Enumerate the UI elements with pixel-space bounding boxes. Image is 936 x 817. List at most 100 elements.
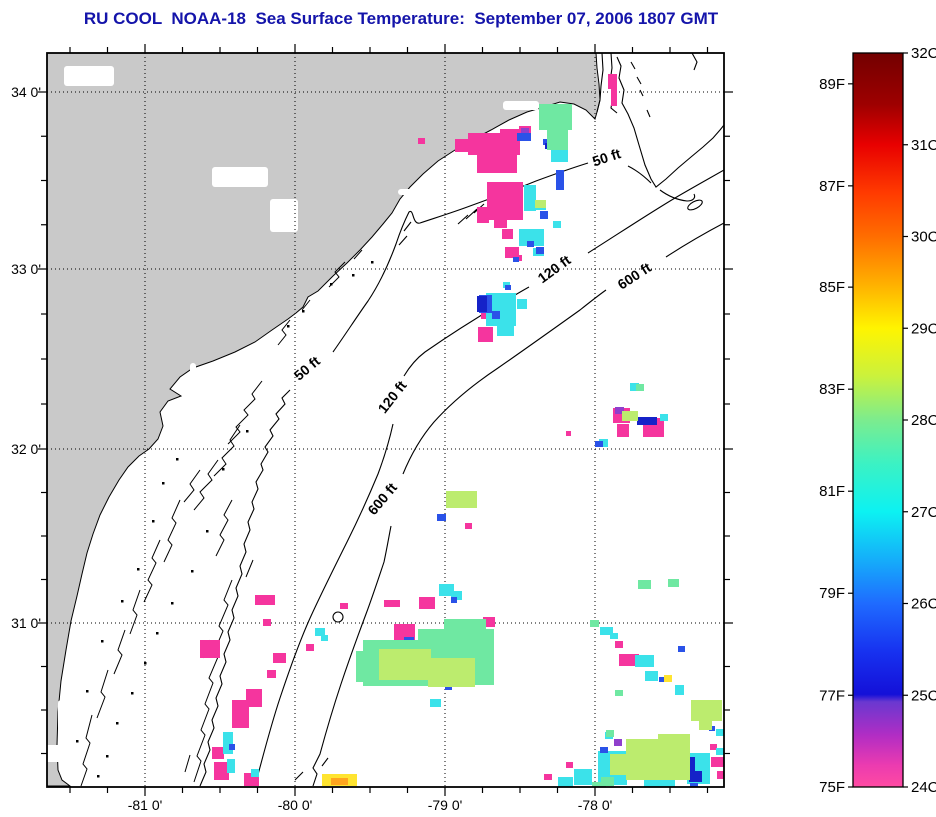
sst-patch-magenta: [711, 757, 724, 767]
sst-patch-cyan: [660, 414, 668, 421]
cloud-mask-patch: [58, 700, 78, 730]
sst-patch-yellowGreen: [622, 411, 638, 421]
cloud-mask-patch: [212, 167, 268, 187]
island-speck: [137, 568, 140, 571]
sst-patch-magenta: [477, 151, 517, 173]
sst-patch-purple: [614, 739, 622, 746]
sst-patch-green: [615, 690, 623, 696]
sst-patch-cyan: [716, 729, 724, 736]
cloud-mask-patch: [503, 101, 539, 110]
sst-patch-cyan: [716, 748, 724, 755]
sst-patch-magenta: [617, 424, 629, 437]
sst-patch-magenta: [465, 523, 472, 529]
sst-patch-cyan: [517, 299, 527, 309]
colorbar-label-fahrenheit: 83F: [819, 381, 845, 398]
sst-patch-yellow: [664, 675, 672, 682]
sst-patch-blue: [678, 646, 685, 652]
sst-patch-cyan: [574, 769, 592, 785]
colorbar-label-fahrenheit: 87F: [819, 178, 845, 195]
sst-patch-blue: [536, 247, 544, 254]
sst-patch-magenta: [340, 603, 348, 609]
sst-patch-cyan: [644, 779, 675, 787]
sst-patch-magenta: [483, 617, 495, 627]
colorbar: [852, 52, 904, 788]
sst-patch-magenta: [608, 74, 617, 89]
island-speck: [352, 274, 355, 277]
island-speck: [371, 261, 374, 264]
sst-patch-blue: [659, 677, 665, 682]
island-speck: [171, 602, 174, 605]
sst-patch-blue: [543, 139, 550, 145]
sst-patch-magenta: [263, 619, 271, 626]
colorbar-label-celsius: 32C: [911, 45, 936, 62]
island-speck: [86, 690, 89, 693]
island-speck: [76, 740, 79, 743]
island-speck: [246, 430, 249, 433]
sst-patch-magenta: [619, 654, 639, 666]
sst-patch-cyan: [439, 584, 454, 596]
island-speck: [191, 570, 194, 573]
island-speck: [156, 632, 159, 635]
sst-patch-green: [539, 104, 572, 130]
colorbar-label-celsius: 25C: [911, 687, 936, 704]
cloud-mask-patch: [270, 199, 298, 232]
contour-50ft: [199, 389, 291, 787]
sst-patch-magenta: [394, 624, 415, 641]
sst-patch-cyan: [551, 147, 568, 162]
colorbar-labels: 32C 31C 30C 29C 28C 27C 26C 25C 24C 89F 87F 85F 83F 8…: [819, 45, 936, 796]
island-speck: [144, 662, 147, 665]
contour-600ft: [402, 289, 607, 475]
sst-patch-cyan: [519, 229, 544, 246]
colorbar-label-fahrenheit: 75F: [819, 779, 845, 796]
colorbar-label-fahrenheit: 77F: [819, 687, 845, 704]
sst-patch-cyan: [430, 699, 441, 707]
sst-patch-yellowGreen: [379, 649, 431, 680]
sst-patch-blue: [527, 241, 534, 247]
sst-patch-magenta: [615, 641, 623, 648]
sst-patch-green: [590, 620, 599, 627]
sst-patch-magenta: [214, 762, 229, 780]
sst-patch-blue: [492, 311, 500, 319]
colorbar-label-celsius: 26C: [911, 596, 936, 613]
island-speck: [116, 722, 119, 725]
island-speck: [106, 755, 109, 758]
sst-patch-cyan: [251, 769, 259, 777]
colorbar-ticks: [848, 52, 908, 788]
sst-patch-magenta: [419, 597, 435, 609]
colorbar-label-fahrenheit: 81F: [819, 483, 845, 500]
colorbar-label-fahrenheit: 89F: [819, 76, 845, 93]
sst-patch-magenta: [273, 653, 286, 663]
x-axis-label: -79 0': [428, 797, 463, 813]
sst-patch-magenta: [477, 207, 489, 223]
colorbar-label-celsius: 28C: [911, 412, 936, 429]
island-speck: [97, 775, 100, 778]
island-speck: [152, 520, 155, 523]
contour-50ft: [627, 165, 652, 184]
sst-patch-magenta: [500, 129, 520, 139]
sst-patch-blue: [595, 441, 603, 447]
sst-patch-green: [636, 384, 644, 391]
colorbar-label-celsius: 31C: [911, 137, 936, 154]
cloud-mask-patch: [104, 558, 121, 580]
sst-patch-yellowGreen: [428, 658, 475, 687]
sst-patch-green: [606, 730, 614, 737]
sst-patch-yellowGreen: [446, 491, 477, 508]
sst-patch-cyan: [524, 185, 536, 211]
sst-patch-magenta: [717, 771, 724, 779]
sst-patch-cyan: [599, 439, 608, 447]
sst-patch-yellowGreen: [691, 700, 722, 721]
island-speck: [131, 692, 134, 695]
sst-patch-cyan: [223, 732, 233, 754]
sst-patch-blue: [540, 211, 548, 219]
contour-120ft: [254, 423, 394, 787]
axis-labels: -81 0' -80 0' -79 0' -78 0' 34 0' 33 0' 32 0' 3…: [11, 84, 612, 813]
sst-patch-blue: [451, 597, 457, 603]
contour-600ft-wiggles: [294, 757, 329, 781]
colorbar-label-fahrenheit: 85F: [819, 279, 845, 296]
sst-patch-cyan: [558, 777, 573, 787]
land-white-patches: [47, 66, 539, 762]
island-speck: [162, 482, 165, 485]
sst-patch-blue: [437, 514, 446, 521]
sst-patch-darkblue: [477, 296, 487, 312]
sst-patch-magenta: [566, 431, 571, 436]
